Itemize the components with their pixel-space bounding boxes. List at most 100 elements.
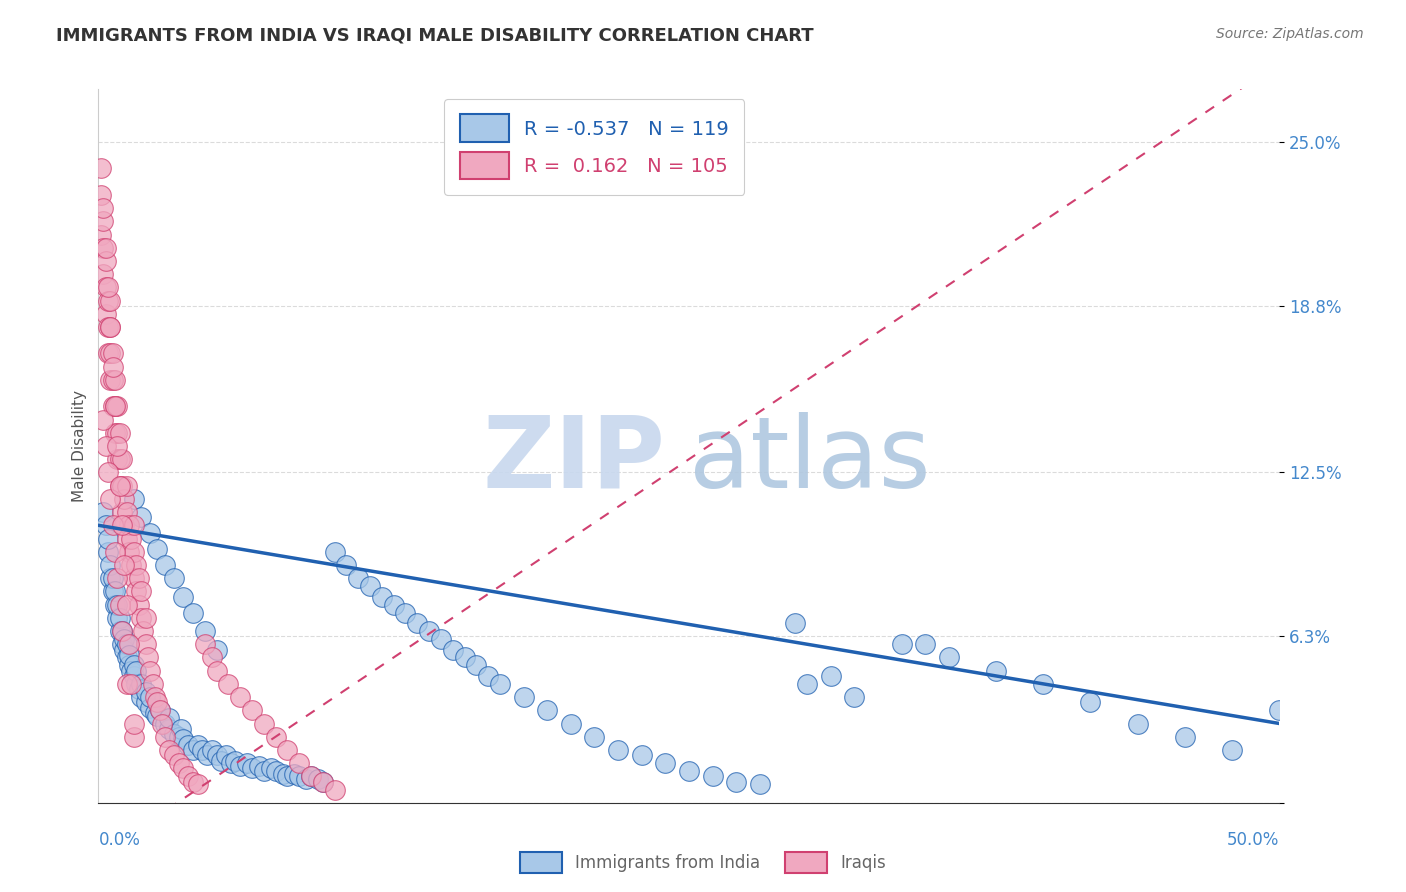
Point	[122, 545, 145, 559]
Point	[101, 571, 124, 585]
Point	[104, 425, 127, 440]
Point	[229, 759, 252, 773]
Point	[371, 590, 394, 604]
Point	[295, 772, 318, 786]
Point	[135, 695, 157, 709]
Point	[118, 518, 141, 533]
Point	[105, 425, 128, 440]
Point	[153, 558, 176, 572]
Point	[785, 616, 807, 631]
Point	[240, 703, 263, 717]
Point	[465, 658, 488, 673]
Point	[143, 706, 166, 720]
Point	[111, 637, 134, 651]
Point	[299, 769, 322, 783]
Point	[146, 542, 169, 557]
Point	[163, 727, 186, 741]
Point	[1032, 677, 1054, 691]
Point	[94, 307, 117, 321]
Point	[167, 730, 190, 744]
Point	[271, 766, 294, 780]
Point	[276, 769, 298, 783]
Point	[312, 774, 335, 789]
Point	[139, 664, 162, 678]
Point	[98, 320, 121, 334]
Point	[108, 452, 131, 467]
Point	[153, 716, 176, 731]
Point	[430, 632, 453, 646]
Point	[890, 637, 912, 651]
Point	[796, 677, 818, 691]
Point	[143, 690, 166, 704]
Point	[118, 658, 141, 673]
Point	[97, 320, 120, 334]
Point	[101, 373, 124, 387]
Point	[91, 412, 114, 426]
Point	[209, 754, 232, 768]
Point	[98, 293, 121, 308]
Point	[104, 400, 127, 414]
Point	[299, 769, 322, 783]
Point	[477, 669, 499, 683]
Point	[142, 677, 165, 691]
Point	[112, 518, 135, 533]
Point	[347, 571, 370, 585]
Text: ZIP: ZIP	[482, 412, 665, 508]
Point	[101, 518, 124, 533]
Point	[104, 545, 127, 559]
Point	[560, 716, 582, 731]
Point	[312, 774, 335, 789]
Point	[90, 188, 112, 202]
Y-axis label: Male Disability: Male Disability	[72, 390, 87, 502]
Point	[112, 632, 135, 646]
Text: IMMIGRANTS FROM INDIA VS IRAQI MALE DISABILITY CORRELATION CHART: IMMIGRANTS FROM INDIA VS IRAQI MALE DISA…	[56, 27, 814, 45]
Point	[128, 598, 150, 612]
Point	[146, 695, 169, 709]
Point	[219, 756, 242, 771]
Point	[111, 505, 134, 519]
Point	[489, 677, 512, 691]
Point	[112, 491, 135, 506]
Point	[122, 571, 145, 585]
Text: 50.0%: 50.0%	[1227, 831, 1279, 849]
Point	[108, 478, 131, 492]
Point	[105, 611, 128, 625]
Point	[94, 280, 117, 294]
Point	[118, 648, 141, 662]
Point	[129, 584, 152, 599]
Point	[630, 748, 652, 763]
Point	[108, 624, 131, 638]
Point	[104, 598, 127, 612]
Point	[139, 700, 162, 714]
Point	[172, 590, 194, 604]
Legend: R = -0.537   N = 119, R =  0.162   N = 105: R = -0.537 N = 119, R = 0.162 N = 105	[444, 99, 744, 194]
Point	[101, 359, 124, 374]
Point	[108, 598, 131, 612]
Point	[583, 730, 606, 744]
Point	[187, 738, 209, 752]
Point	[132, 624, 155, 638]
Point	[820, 669, 842, 683]
Point	[115, 598, 138, 612]
Point	[335, 558, 357, 572]
Point	[121, 677, 143, 691]
Point	[128, 682, 150, 697]
Point	[122, 658, 145, 673]
Point	[283, 766, 305, 780]
Point	[97, 545, 120, 559]
Point	[453, 650, 475, 665]
Point	[844, 690, 866, 704]
Point	[98, 373, 121, 387]
Point	[748, 777, 770, 791]
Point	[1174, 730, 1197, 744]
Point	[105, 452, 128, 467]
Point	[224, 754, 246, 768]
Point	[97, 346, 120, 360]
Point	[139, 526, 162, 541]
Point	[118, 637, 141, 651]
Point	[135, 685, 157, 699]
Point	[94, 241, 117, 255]
Point	[118, 545, 141, 559]
Point	[91, 241, 114, 255]
Point	[406, 616, 429, 631]
